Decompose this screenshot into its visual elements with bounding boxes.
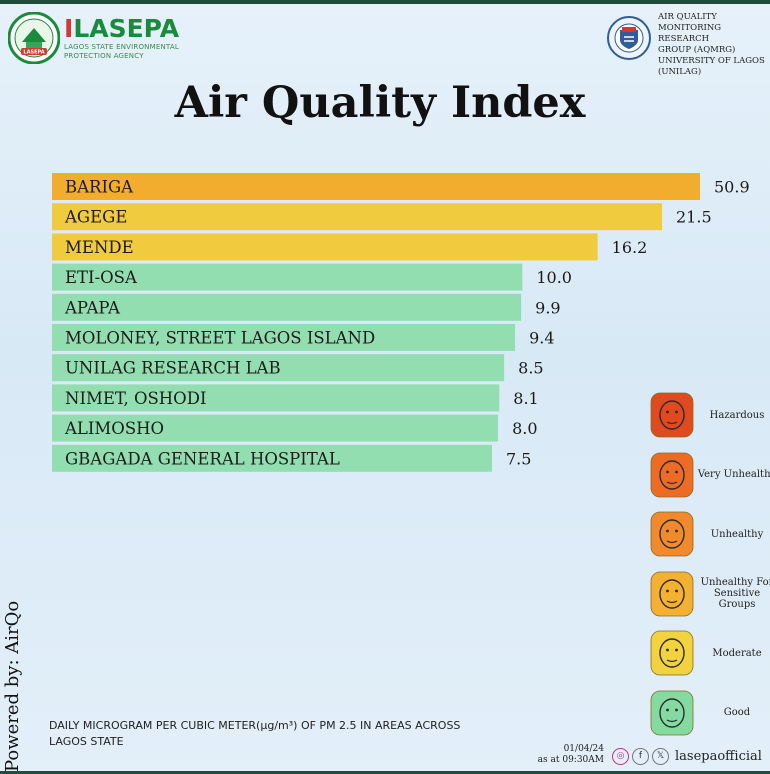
legend-label: Unhealthy	[710, 528, 764, 540]
brand-subtitle: LAGOS STATE ENVIRONMENTAL PROTECTION AGE…	[64, 43, 179, 60]
category-label: NIMET, OSHODI	[65, 389, 206, 408]
legend-label: Moderate	[712, 647, 762, 659]
sensitive-groups-face-icon	[650, 571, 694, 616]
category-label: AGEGE	[64, 208, 127, 227]
category-label: ETI-OSA	[65, 268, 138, 287]
social-handle[interactable]: lasepaofficial	[675, 749, 762, 764]
legend-item: Good	[650, 690, 770, 736]
bar	[52, 173, 700, 200]
date-text: 01/04/24	[563, 744, 604, 754]
legend-item: Unhealthy For Sensitive Groups	[650, 571, 770, 617]
facebook-icon[interactable]: f	[632, 748, 649, 765]
value-label: 50.9	[714, 178, 750, 197]
lasepa-logo: LASEPA	[8, 12, 60, 64]
social-links: ◎ f 𝕏 lasepaofficial	[612, 748, 762, 765]
unilag-crest-icon	[607, 16, 651, 60]
bar	[52, 414, 499, 442]
legend-item: Very Unhealthy	[650, 452, 770, 498]
category-label: MOLONEY, STREET LAGOS ISLAND	[65, 329, 375, 348]
svg-text:LASEPA: LASEPA	[23, 50, 44, 56]
value-label: 9.4	[529, 329, 554, 348]
legend-label: Very Unhealthy	[697, 469, 770, 480]
very-unhealthy-face-icon	[650, 452, 694, 497]
legend-item: Hazardous	[650, 392, 770, 438]
category-label: ALIMOSHO	[64, 419, 164, 438]
aqmrg-partner: AIR QUALITY MONITORING RESEARCH GROUP (A…	[606, 12, 768, 78]
value-label: 21.5	[676, 208, 712, 227]
legend-label: Hazardous	[709, 409, 765, 421]
category-label: APAPA	[64, 298, 121, 317]
hazardous-face-icon	[650, 392, 694, 438]
value-label: 16.2	[612, 238, 648, 257]
top-border	[0, 0, 770, 4]
good-face-icon	[650, 690, 694, 735]
moderate-face-icon	[650, 630, 694, 676]
category-label: GBAGADA GENERAL HOSPITAL	[65, 449, 340, 468]
bar	[52, 293, 522, 321]
datestamp: 01/04/24 as at 09:30AM	[532, 744, 604, 766]
value-label: 7.5	[506, 449, 531, 468]
instagram-icon[interactable]: ◎	[612, 748, 629, 765]
x-icon[interactable]: 𝕏	[652, 748, 669, 765]
legend-label: Unhealthy For Sensitive Groups	[700, 577, 770, 610]
bar	[52, 354, 505, 382]
bar	[52, 444, 492, 472]
value-label: 8.0	[512, 419, 537, 438]
lasepa-brand: LASEPA ILASEPA LAGOS STATE ENVIRONMENTAL…	[8, 12, 182, 64]
brand-name: ILASEPA	[64, 14, 180, 43]
value-label: 8.1	[513, 389, 538, 408]
legend-item: Unhealthy	[650, 511, 770, 557]
bar	[52, 263, 523, 291]
unhealthy-face-icon	[650, 511, 694, 557]
category-label: BARIGA	[65, 178, 134, 197]
aqmrg-text: AIR QUALITY MONITORING RESEARCH GROUP (A…	[658, 12, 765, 77]
value-label: 8.5	[518, 359, 543, 378]
time-text: as at 09:30AM	[537, 755, 604, 765]
page-title: Air Quality Index	[174, 78, 586, 128]
category-label: UNILAG RESEARCH LAB	[65, 359, 281, 378]
bottom-border	[0, 771, 770, 774]
chart-caption: DAILY MICROGRAM PER CUBIC METER(µg/m³) O…	[49, 719, 461, 748]
value-label: 10.0	[536, 268, 572, 287]
powered-by: Powered by: AirQo	[2, 600, 23, 772]
category-label: MENDE	[65, 238, 134, 257]
legend-label: Good	[723, 707, 751, 718]
value-label: 9.9	[535, 298, 560, 317]
bar	[52, 384, 500, 412]
bar	[52, 324, 516, 351]
bar	[52, 233, 598, 261]
bar	[52, 203, 662, 231]
legend-item: Moderate	[650, 630, 770, 676]
